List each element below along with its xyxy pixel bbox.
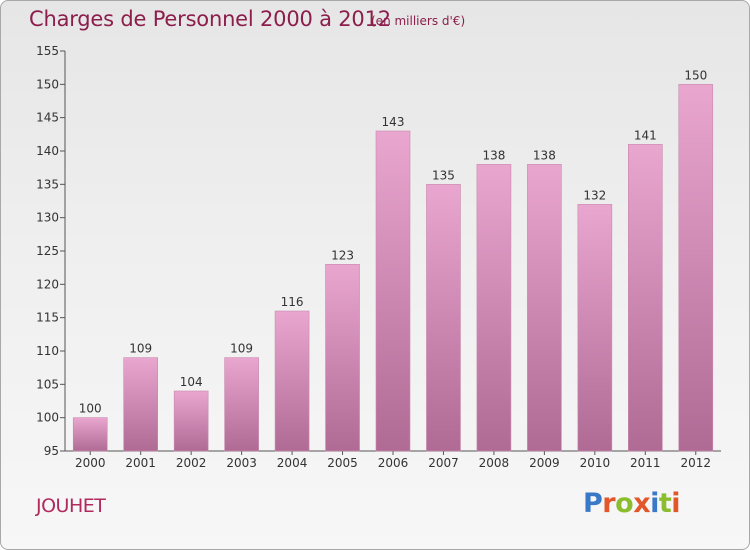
bar-2008 [476,164,512,452]
proxiti-logo[interactable]: Proxiti [583,488,681,519]
x-tick-label: 2004 [277,456,308,470]
logo-letter: P [583,488,603,519]
y-tick-label: 135 [36,177,59,191]
chart-subtitle: (en milliers d'€) [371,14,466,28]
x-tick-label: 2005 [327,456,358,470]
bar-value-label: 143 [382,115,405,129]
logo-letter: t [658,488,672,519]
x-tick-label: 2001 [125,456,156,470]
bar-value-label: 109 [129,342,152,356]
bar-2011 [628,144,663,452]
bar-2000 [72,417,108,452]
x-tick-label: 2010 [580,456,611,470]
y-tick-label: 105 [36,377,59,391]
labels-group: 100 109 104 109 116 123 143 135 138 138 132 141 150 [79,68,707,415]
bar-value-label: 138 [533,148,556,162]
bar-2005 [325,264,360,452]
bar-value-label: 150 [684,68,707,82]
x-tick-label: 2006 [378,456,409,470]
logo-letter: r [602,488,616,519]
bar-value-label: 141 [634,128,657,142]
y-tick-label: 125 [36,244,59,258]
axes: 95 100 105 110 115 120 125 130 135 140 145 150 155 20… [36,44,721,470]
x-tick-label: 2002 [176,456,207,470]
y-tick-label: 120 [36,277,59,291]
logo-letter: i [650,488,659,519]
bar-value-label: 132 [583,188,606,202]
bar-2001 [123,357,158,452]
y-tick-label: 155 [36,44,59,58]
bar-2002 [173,390,209,452]
y-tick-label: 100 [36,411,59,425]
y-tick-label: 115 [36,311,59,325]
y-tick-label: 95 [44,444,59,458]
bar-value-label: 138 [482,148,505,162]
y-tick-label: 110 [36,344,59,358]
bar-2007 [426,184,461,452]
bar-2010 [577,204,613,452]
x-tick-label: 2000 [75,456,106,470]
logo-letter: o [615,488,634,519]
bar-2012 [678,84,714,452]
chart-title: Charges de Personnel 2000 à 2012 [29,7,391,31]
logo-letter: x [633,488,651,519]
logo-letter: i [671,488,681,519]
bar-2006 [375,130,411,452]
bar-value-label: 100 [79,402,102,416]
y-tick-label: 130 [36,211,59,225]
y-tick-label: 145 [36,111,59,125]
x-tick-label: 2003 [226,456,257,470]
bar-value-label: 123 [331,248,354,262]
bar-2009 [527,164,562,452]
bar-2004 [274,310,310,452]
bar-value-label: 135 [432,168,455,182]
bars-group [72,84,714,452]
commune-name: JOUHET [36,495,106,517]
bar-value-label: 109 [230,342,253,356]
x-tick-label: 2009 [529,456,560,470]
x-tick-label: 2011 [630,456,661,470]
bar-2003 [224,357,259,452]
y-tick-label: 150 [36,77,59,91]
x-tick-label: 2008 [479,456,510,470]
x-tick-label: 2007 [428,456,459,470]
bar-value-label: 116 [281,295,304,309]
x-tick-label: 2012 [680,456,711,470]
bar-value-label: 104 [180,375,203,389]
y-tick-label: 140 [36,144,59,158]
